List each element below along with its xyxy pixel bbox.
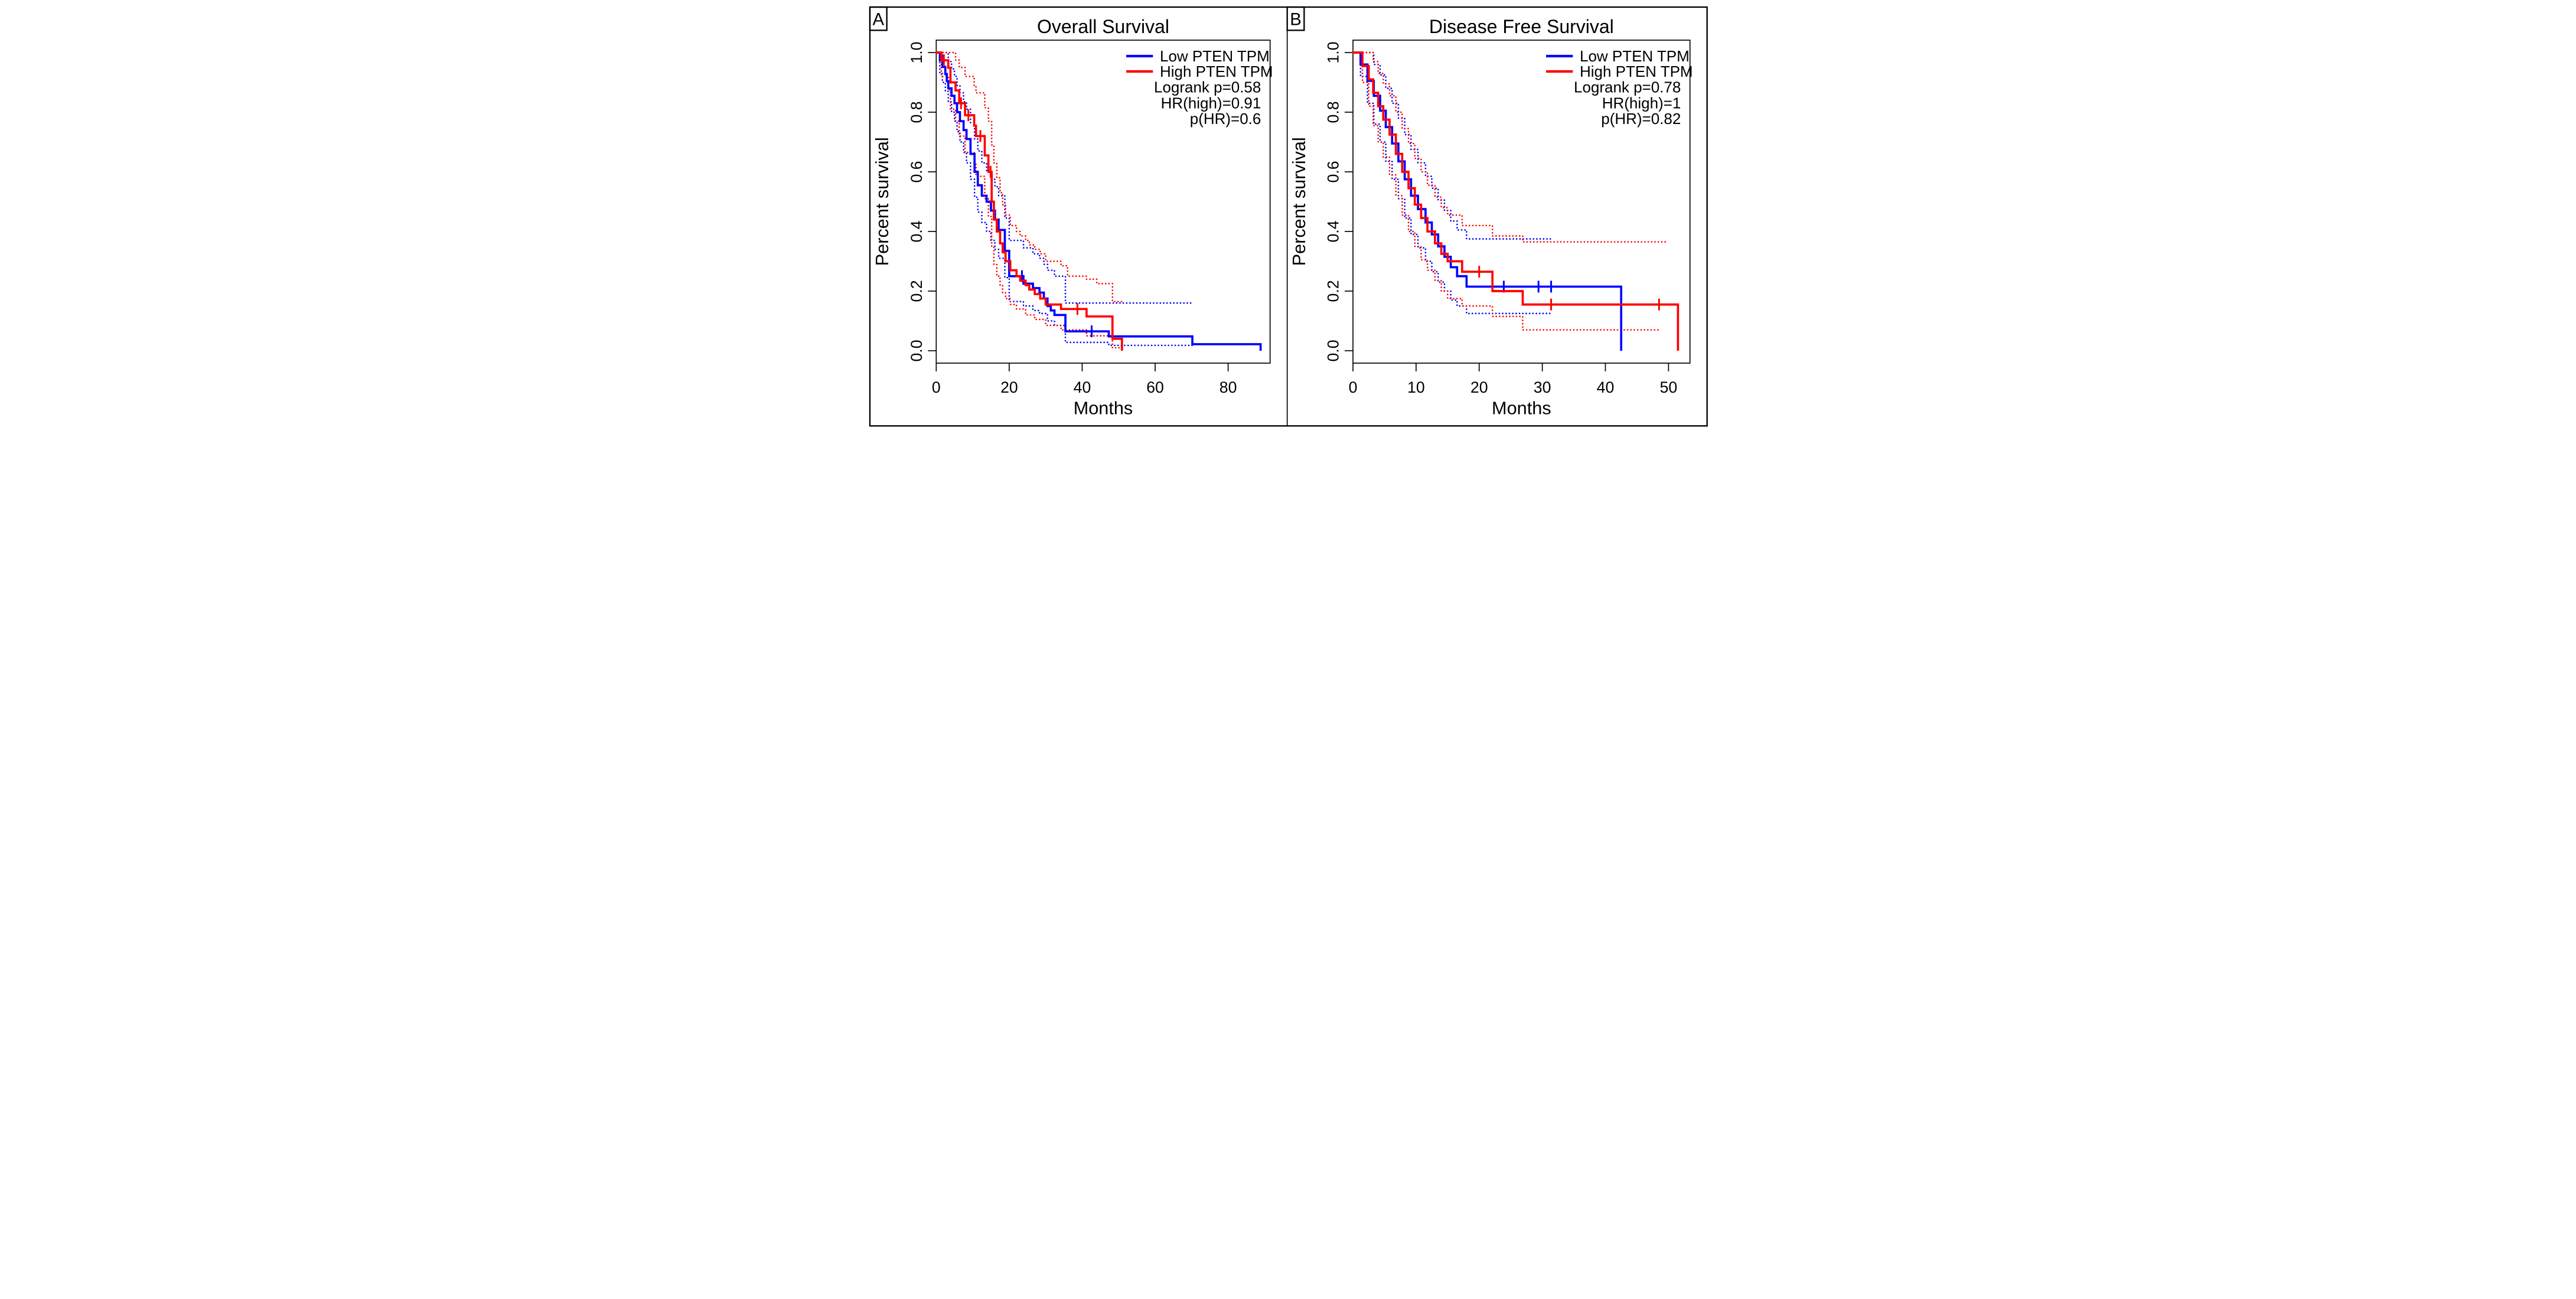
panel-a-label: A bbox=[873, 9, 885, 29]
panel-b-legend: Low PTEN TPM High PTEN TPM Logrank p=0.7… bbox=[1545, 47, 1693, 128]
km-curve-high bbox=[936, 51, 1123, 351]
panel-b-ylabel: Percent survival bbox=[1289, 137, 1309, 266]
stat-hr: HR(high)=0.91 bbox=[1161, 94, 1261, 112]
km-curve-high bbox=[1352, 51, 1680, 351]
x-axis-tick-label: 0 bbox=[1349, 378, 1358, 396]
x-axis-tick-label: 40 bbox=[1597, 378, 1615, 396]
x-axis-tick-label: 40 bbox=[1074, 378, 1091, 396]
y-axis-tick-label: 1.0 bbox=[908, 41, 925, 63]
legend-low-label: Low PTEN TPM bbox=[1580, 47, 1690, 65]
y-axis-tick-label: 1.0 bbox=[1325, 41, 1342, 63]
y-axis-tick-label: 0.2 bbox=[1325, 280, 1342, 302]
panel-b-label-box bbox=[1286, 6, 1305, 31]
y-axis-tick-label: 0.6 bbox=[1325, 161, 1342, 182]
km-ci-curve-low-lower bbox=[935, 51, 1194, 348]
legend-low-label: Low PTEN TPM bbox=[1160, 47, 1270, 65]
km-curve-low bbox=[1352, 51, 1622, 351]
legend-high-label: High PTEN TPM bbox=[1580, 63, 1693, 80]
legend-high-label: High PTEN TPM bbox=[1160, 63, 1273, 80]
stat-hr: HR(high)=1 bbox=[1602, 94, 1681, 112]
stat-logrank: Logrank p=0.58 bbox=[1154, 79, 1261, 96]
x-axis-tick-label: 30 bbox=[1534, 378, 1551, 396]
km-ci-curve-high-lower bbox=[935, 51, 1123, 350]
x-axis-tick-label: 50 bbox=[1659, 378, 1677, 396]
x-axis-tick-label: 10 bbox=[1407, 378, 1425, 396]
x-axis-tick-label: 0 bbox=[932, 378, 941, 396]
panel-b-label: B bbox=[1290, 9, 1302, 29]
panel-b-curves bbox=[1352, 51, 1680, 351]
panel-a-title: Overall Survival bbox=[1037, 16, 1169, 37]
stat-logrank: Logrank p=0.78 bbox=[1574, 79, 1681, 96]
km-ci-curve-high-lower bbox=[1352, 51, 1660, 331]
figure: A Overall Survival 0 20 40 60 80 0.0 0.2 0.4 0.6… bbox=[859, 0, 1717, 433]
x-axis-tick-label: 20 bbox=[1470, 378, 1488, 396]
x-axis-tick-label: 60 bbox=[1146, 378, 1164, 396]
panel-a-legend: Low PTEN TPM High PTEN TPM Logrank p=0.5… bbox=[1126, 47, 1273, 128]
panel-b: B Disease Free Survival 0 10 20 30 40 50 0.0 0.… bbox=[1286, 6, 1693, 419]
panel-b-xlabel: Months bbox=[1492, 399, 1551, 419]
panel-a-label-box bbox=[869, 6, 888, 31]
y-axis-tick-label: 0.8 bbox=[908, 101, 925, 123]
panel-a-plot-box bbox=[935, 40, 1271, 364]
km-ci-curve-high-upper bbox=[1352, 51, 1669, 243]
km-curve-low bbox=[936, 51, 1262, 351]
km-ci-curve-low-upper bbox=[1352, 51, 1553, 240]
panel-b-plot-box bbox=[1352, 40, 1691, 364]
y-axis-tick-label: 0.4 bbox=[908, 220, 925, 242]
km-ci-curve-low-lower bbox=[1352, 51, 1553, 315]
stat-phr: p(HR)=0.82 bbox=[1601, 110, 1681, 128]
y-axis-tick-label: 0.8 bbox=[1325, 101, 1342, 123]
y-axis-tick-label: 0.0 bbox=[1325, 340, 1342, 361]
panel-a-xlabel: Months bbox=[1074, 399, 1133, 419]
y-axis-tick-label: 0.6 bbox=[908, 161, 925, 182]
survival-figure-canvas: A Overall Survival 0 20 40 60 80 0.0 0.2 0.4 0.6… bbox=[859, 0, 1717, 433]
stat-phr: p(HR)=0.6 bbox=[1190, 110, 1261, 128]
panel-a-ylabel: Percent survival bbox=[872, 137, 892, 266]
y-axis-tick-label: 0.2 bbox=[908, 280, 925, 302]
y-axis-tick-label: 0.0 bbox=[908, 340, 925, 361]
panel-a-axes: 0 20 40 60 80 0.0 0.2 0.4 0.6 0.8 1.0 bbox=[908, 41, 1237, 396]
km-ci-curve-low-upper bbox=[935, 51, 1195, 304]
x-axis-tick-label: 80 bbox=[1219, 378, 1237, 396]
panel-b-axes: 0 10 20 30 40 50 0.0 0.2 0.4 0.6 0.8 1.0 bbox=[1325, 41, 1677, 396]
km-ci-curve-high-upper bbox=[935, 51, 1125, 302]
x-axis-tick-label: 20 bbox=[1000, 378, 1018, 396]
panel-a: A Overall Survival 0 20 40 60 80 0.0 0.2 0.4 0.6… bbox=[869, 6, 1273, 419]
panel-a-curves bbox=[935, 51, 1262, 351]
panel-b-title: Disease Free Survival bbox=[1429, 16, 1614, 37]
y-axis-tick-label: 0.4 bbox=[1325, 220, 1342, 242]
